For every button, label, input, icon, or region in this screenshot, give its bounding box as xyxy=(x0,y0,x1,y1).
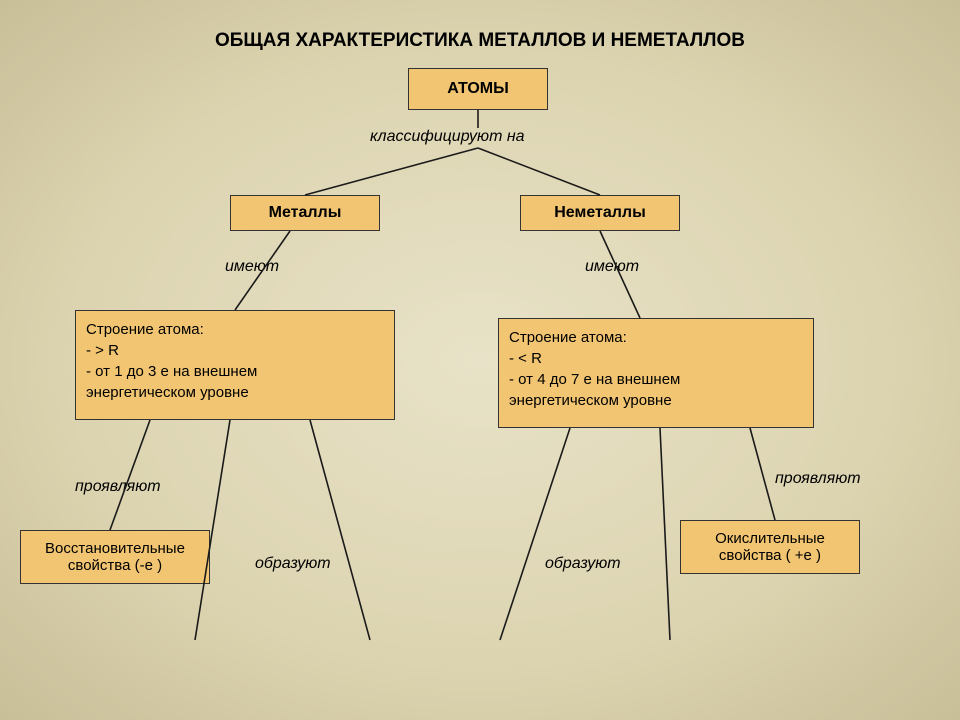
node-atoms-label: АТОМЫ xyxy=(447,80,509,98)
node-nonmetal-detail: Строение атома: - < R - от 4 до 7 е на в… xyxy=(498,318,814,428)
node-nonmetals-label: Неметаллы xyxy=(554,204,646,222)
node-oxidizing: Окислительные свойства ( +е ) xyxy=(680,520,860,574)
node-reducing: Восстановительные свойства (-е ) xyxy=(20,530,210,584)
node-nonmetals: Неметаллы xyxy=(520,195,680,231)
reducing-line-1: свойства (-е ) xyxy=(68,557,162,574)
label-have-2: имеют xyxy=(585,258,639,276)
label-form-2: образуют xyxy=(545,555,621,573)
label-show-1: проявляют xyxy=(75,478,161,496)
node-metal-detail: Строение атома: - > R - от 1 до 3 е на в… xyxy=(75,310,395,420)
nonmetal-detail-line-1: - < R xyxy=(509,348,803,369)
label-form-1: образуют xyxy=(255,555,331,573)
label-have-1: имеют xyxy=(225,258,279,276)
oxidizing-line-1: свойства ( +е ) xyxy=(719,547,821,564)
label-classify: классифицируют на xyxy=(370,128,525,146)
metal-detail-line-0: Строение атома: xyxy=(86,319,384,340)
nonmetal-detail-line-3: энергетическом уровне xyxy=(509,390,803,411)
nonmetal-detail-line-0: Строение атома: xyxy=(509,327,803,348)
metal-detail-line-2: - от 1 до 3 е на внешнем xyxy=(86,361,384,382)
node-metals: Металлы xyxy=(230,195,380,231)
metal-detail-line-3: энергетическом уровне xyxy=(86,382,384,403)
node-metals-label: Металлы xyxy=(269,204,342,222)
nonmetal-detail-line-2: - от 4 до 7 е на внешнем xyxy=(509,369,803,390)
label-show-2: проявляют xyxy=(775,470,861,488)
metal-detail-line-1: - > R xyxy=(86,340,384,361)
oxidizing-line-0: Окислительные xyxy=(715,530,825,547)
reducing-line-0: Восстановительные xyxy=(45,540,185,557)
node-atoms: АТОМЫ xyxy=(408,68,548,110)
page-title: ОБЩАЯ ХАРАКТЕРИСТИКА МЕТАЛЛОВ И НЕМЕТАЛЛ… xyxy=(0,30,960,52)
